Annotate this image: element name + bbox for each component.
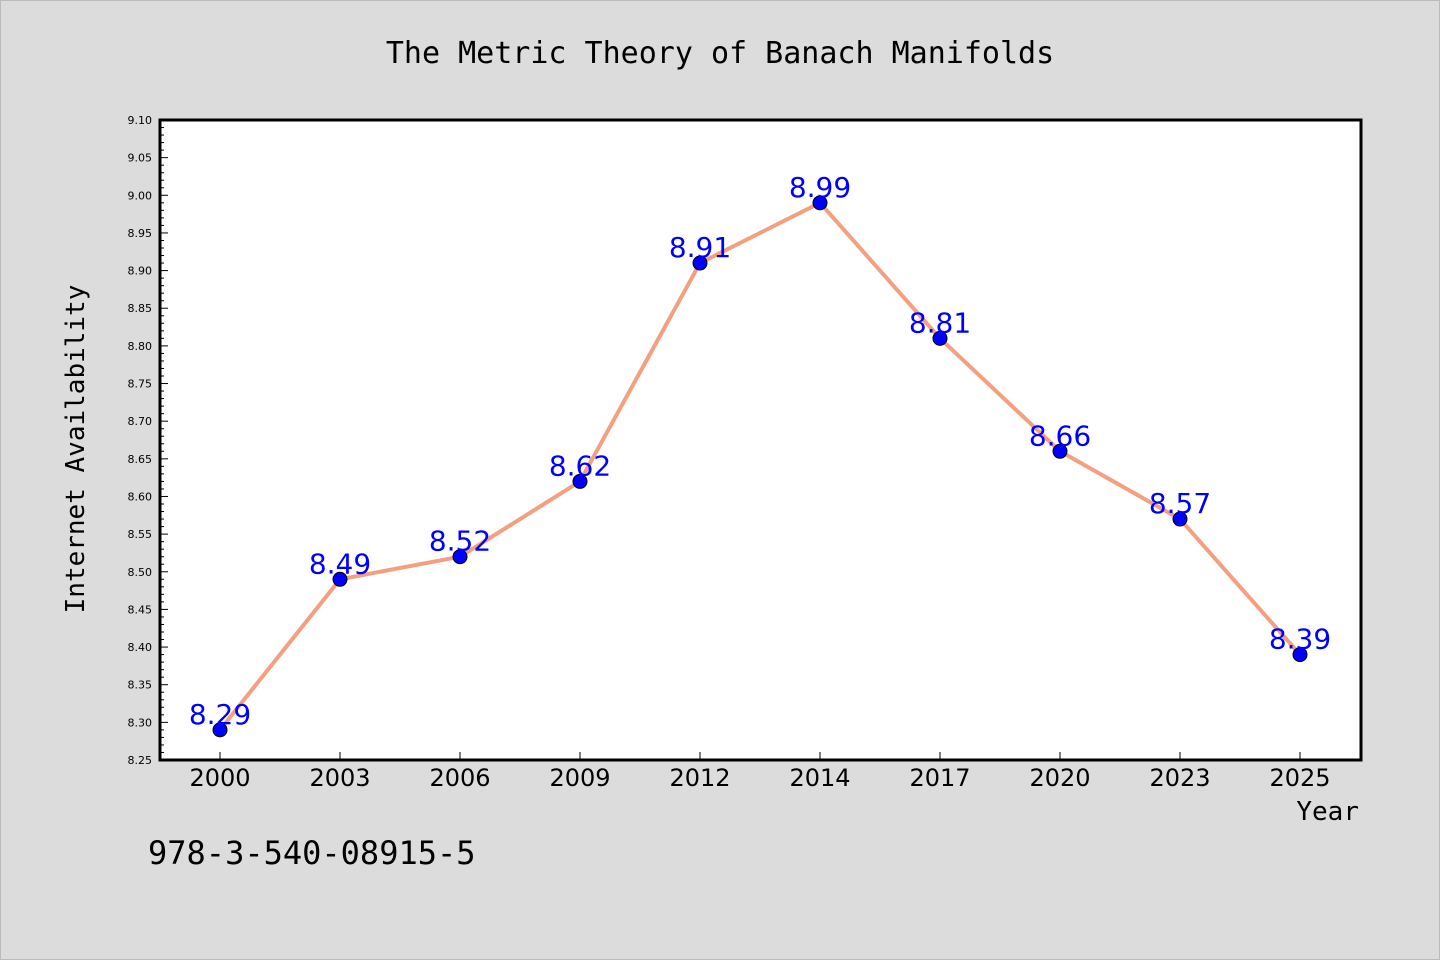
y-tick-label: 8.80 bbox=[128, 340, 153, 353]
data-point-marker bbox=[932, 330, 948, 346]
y-tick-label: 8.65 bbox=[128, 453, 153, 466]
y-tick-label: 9.00 bbox=[128, 189, 153, 202]
data-point-label: 8.29 bbox=[189, 698, 251, 731]
y-tick-label: 8.30 bbox=[128, 716, 153, 729]
data-point-marker bbox=[1292, 647, 1308, 663]
y-tick-label: 8.95 bbox=[128, 227, 153, 240]
y-tick-label: 8.40 bbox=[128, 641, 153, 654]
data-point-label: 8.39 bbox=[1269, 623, 1331, 656]
plot-area bbox=[160, 120, 1361, 760]
x-tick-label: 2006 bbox=[429, 764, 490, 792]
data-point-label: 8.66 bbox=[1029, 419, 1091, 452]
x-tick-label: 2000 bbox=[189, 764, 250, 792]
y-tick-label: 8.85 bbox=[128, 302, 153, 315]
data-point-marker bbox=[332, 571, 348, 587]
x-tick-label: 2020 bbox=[1029, 764, 1090, 792]
data-point-marker bbox=[572, 473, 588, 489]
series-line bbox=[218, 200, 1302, 732]
x-tick-label: 2025 bbox=[1269, 764, 1330, 792]
chart-title: The Metric Theory of Banach Manifolds bbox=[386, 36, 1054, 71]
y-axis-label: Internet Availability bbox=[61, 285, 91, 614]
data-labels: 8.29 8.49 8.52 8.62 8.91 8.99 8.81 8.66 8.57 8.39 bbox=[189, 171, 1331, 731]
data-point-marker bbox=[1052, 443, 1068, 459]
y-tick-label: 8.90 bbox=[128, 265, 153, 278]
x-tick-label: 2023 bbox=[1149, 764, 1210, 792]
data-point-label: 8.91 bbox=[669, 231, 731, 264]
data-point-marker bbox=[812, 195, 828, 211]
data-point-marker bbox=[212, 722, 228, 738]
y-tick-label: 8.70 bbox=[128, 415, 153, 428]
y-tick-label: 9.05 bbox=[128, 152, 153, 165]
y-tick-label: 8.25 bbox=[128, 754, 153, 767]
x-axis-ticks: 2000 2003 2006 2009 2012 2014 2017 2020 2023 2025 bbox=[189, 752, 1331, 792]
data-point-label: 8.49 bbox=[309, 547, 371, 580]
data-point-label: 8.62 bbox=[549, 449, 611, 482]
data-point-label: 8.52 bbox=[429, 525, 491, 558]
data-point-marker bbox=[452, 549, 468, 565]
x-tick-label: 2003 bbox=[309, 764, 370, 792]
data-point-marker bbox=[1172, 511, 1188, 527]
x-tick-label: 2014 bbox=[789, 764, 850, 792]
x-tick-label: 2017 bbox=[909, 764, 970, 792]
x-tick-label: 2012 bbox=[669, 764, 730, 792]
plot-frame bbox=[158, 118, 1363, 762]
x-tick-label: 2009 bbox=[549, 764, 610, 792]
data-point-marker bbox=[692, 255, 708, 271]
y-tick-label: 8.55 bbox=[128, 528, 153, 541]
x-axis-label: Year bbox=[1296, 797, 1359, 827]
y-tick-label: 8.75 bbox=[128, 378, 153, 391]
y-tick-label: 8.35 bbox=[128, 679, 153, 692]
y-tick-label: 9.10 bbox=[128, 114, 153, 127]
data-point-label: 8.99 bbox=[789, 171, 851, 204]
data-point-label: 8.81 bbox=[909, 306, 971, 339]
y-tick-label: 8.45 bbox=[128, 603, 153, 616]
y-axis-ticks: 8.25 8.30 8.35 8.40 8.45 8.50 8.55 8.60 8.65 8.70… bbox=[128, 114, 168, 767]
footer-isbn: 978-3-540-08915-5 bbox=[148, 834, 476, 872]
data-point-label: 8.57 bbox=[1149, 487, 1211, 520]
y-tick-label: 8.60 bbox=[128, 490, 153, 503]
data-points bbox=[212, 195, 1308, 738]
y-tick-label: 8.50 bbox=[128, 566, 153, 579]
